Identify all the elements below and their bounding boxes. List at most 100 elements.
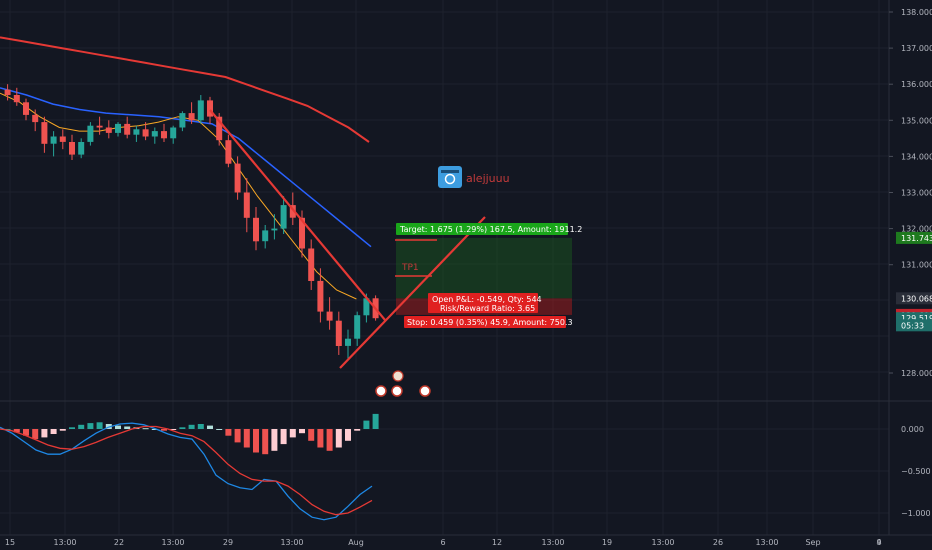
macd-histogram-bar [32, 429, 39, 440]
macd-histogram-bar [207, 425, 213, 429]
candle-body [87, 125, 94, 142]
candle-body [4, 89, 11, 95]
candle-body [225, 140, 232, 164]
macd-histogram-bar [41, 429, 48, 438]
event-markers[interactable] [375, 370, 431, 397]
price-tick-label: 128.000 [901, 369, 932, 378]
time-tick-label: 6 [440, 538, 445, 547]
macd-tick-label: 0.000 [901, 425, 924, 434]
open-pnl-text: Open P&L: -0.549, Qty: 544 [432, 295, 542, 304]
macd-histogram-bar [69, 427, 75, 429]
macd-histogram-bar [317, 429, 324, 448]
camera-icon [438, 166, 462, 188]
candle [69, 134, 75, 161]
price-label-bg [896, 319, 932, 332]
price-tick-label: 133.000 [901, 189, 932, 198]
candle-body [262, 230, 269, 242]
macd-histogram-bar [59, 429, 66, 431]
candle [271, 214, 278, 240]
candle [41, 116, 48, 153]
dividend-marker-icon[interactable] [375, 385, 387, 397]
stop-label-box[interactable]: Stop: 0.459 (0.35%) 45.9, Amount: 750.3 [404, 316, 573, 328]
ma-slow-line [0, 36, 370, 143]
candle-body [96, 125, 103, 128]
price-label-bg [896, 231, 932, 244]
ascending-trendline[interactable] [339, 216, 486, 369]
candle [225, 134, 232, 168]
time-tick-label: Aug [348, 538, 364, 547]
dividend-marker-icon[interactable] [419, 385, 431, 397]
time-tick-label: 29 [223, 538, 233, 547]
candle-body [280, 205, 287, 229]
candle-body [188, 113, 195, 121]
candle [317, 268, 324, 323]
macd-histogram-bar [96, 422, 103, 429]
tp1-label[interactable]: TP1 [401, 263, 419, 273]
target-label-text: Target: 1.675 (1.29%) 167.5, Amount: 191… [399, 225, 582, 234]
macd-histogram-bar [253, 429, 259, 453]
macd-histogram-bar [280, 429, 287, 445]
candle-body [13, 95, 20, 103]
candle [345, 329, 351, 359]
macd-axis[interactable]: 0.000 −0.500 −1.000 [901, 425, 931, 518]
candle-body [23, 102, 29, 115]
candle-body [299, 217, 305, 249]
time-tick-label: 19 [602, 538, 612, 547]
candle [179, 111, 186, 132]
target-zone[interactable] [396, 237, 572, 299]
price-tick-label: 138.000 [901, 8, 932, 17]
time-tick-label: 9 [876, 538, 881, 547]
macd-histogram-bar [363, 420, 370, 429]
candle-body [197, 100, 204, 121]
earnings-marker-icon[interactable] [392, 370, 404, 382]
macd-histogram-bar [161, 429, 167, 431]
macd-histogram-bar [78, 424, 85, 429]
candle-body [317, 280, 324, 312]
time-tick-label: 13:00 [541, 538, 564, 547]
candle [151, 127, 158, 144]
candle [335, 311, 342, 355]
candle [96, 116, 103, 135]
pnl-label-box[interactable]: Open P&L: -0.549, Qty: 544 Risk/Reward R… [428, 293, 542, 313]
macd-histogram-bar [13, 429, 20, 433]
macd-histogram-bar [354, 429, 361, 431]
candle [326, 297, 333, 330]
macd-histogram-bar [335, 429, 342, 448]
candle-body [326, 311, 333, 321]
time-tick-label: 13:00 [651, 538, 674, 547]
macd-histogram-bar [216, 429, 223, 430]
candle [4, 84, 11, 101]
time-axis[interactable]: 15 13:00 22 13:00 29 13:00 Aug 6 12 13:00 19 13:00 2… [5, 538, 882, 547]
candle [50, 131, 57, 157]
candle-body [105, 127, 112, 133]
macd-histogram-bar [50, 429, 57, 434]
price-tick-label: 135.000 [901, 116, 932, 125]
price-tick-label: 131.000 [901, 261, 932, 270]
candle [32, 109, 39, 132]
macd-histogram-bar [271, 429, 278, 451]
candle-body [345, 338, 351, 346]
candle [23, 98, 29, 121]
macd-histogram-bar [372, 413, 379, 429]
candle-body [78, 142, 85, 155]
price-label-text: 131.743 [901, 234, 932, 243]
price-axis[interactable]: 138.000 137.000 136.000 135.000 134.000 133.0… [889, 8, 932, 378]
candle-body [41, 122, 48, 144]
macd-histogram-bar [225, 429, 232, 436]
target-label-box[interactable]: Target: 1.675 (1.29%) 167.5, Amount: 191… [396, 223, 582, 235]
candle-body [335, 320, 342, 346]
target-label-bg [396, 223, 568, 235]
dividend-marker-icon[interactable] [391, 385, 403, 397]
author-watermark[interactable]: alejjuuu [438, 166, 510, 188]
candle [308, 239, 315, 290]
macd-histogram-bar [179, 427, 186, 429]
price-tick-label: 137.000 [901, 44, 932, 53]
candle-body [363, 298, 370, 316]
pnl-label-bg [428, 293, 538, 313]
macd-histogram-bar [326, 429, 333, 451]
descending-trendline[interactable] [209, 109, 386, 321]
